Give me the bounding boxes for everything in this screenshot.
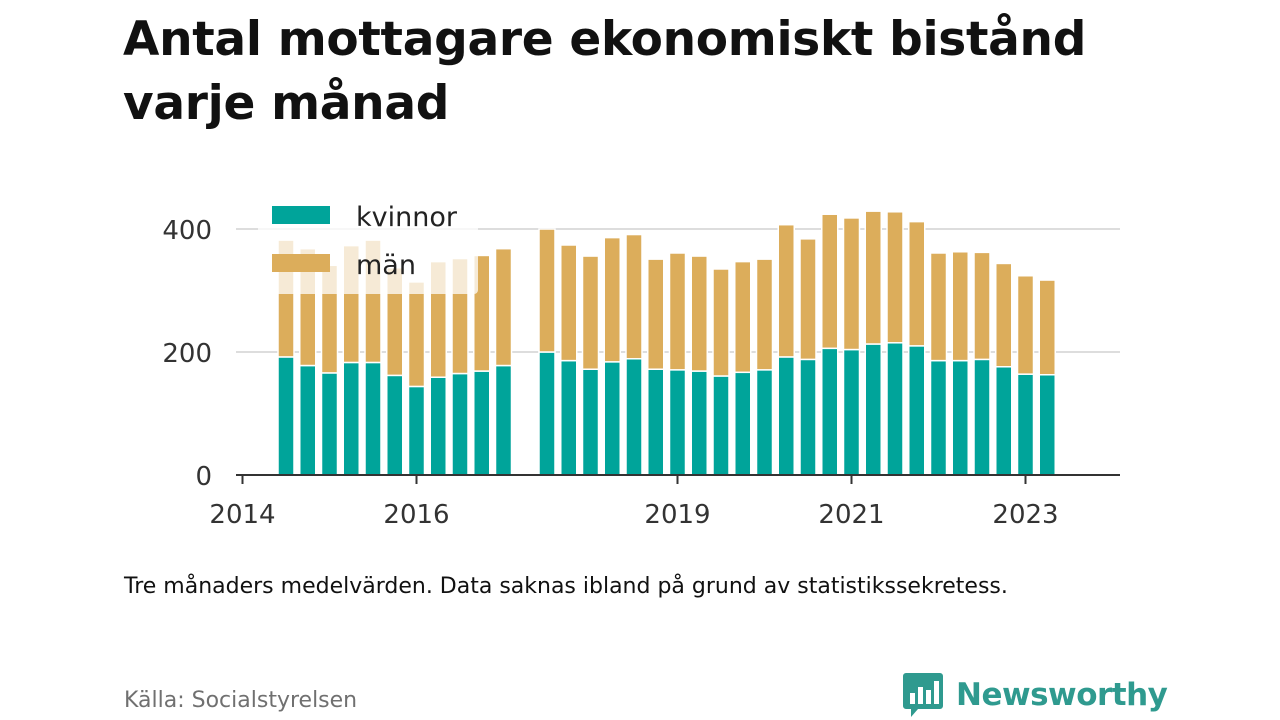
- bar-kvinnor: [429, 376, 447, 476]
- x-tick-label: 2014: [209, 500, 275, 530]
- bar-kvinnor: [821, 347, 839, 476]
- y-tick-label: 400: [162, 216, 212, 246]
- bar-kvinnor: [864, 343, 882, 476]
- bar-man: [647, 258, 665, 370]
- bar-kvinnor: [560, 359, 578, 476]
- y-tick-label: 0: [195, 462, 212, 492]
- bar-kvinnor: [494, 364, 513, 476]
- source-credit: Källa: Socialstyrelsen: [124, 688, 358, 713]
- legend-label-kvinnor: kvinnor: [356, 202, 458, 233]
- bar-man: [995, 262, 1013, 368]
- bar-man: [864, 210, 882, 345]
- bar-kvinnor: [734, 371, 752, 476]
- bar-kvinnor: [690, 370, 708, 476]
- brand-logo[interactable]: Newsworthy: [902, 670, 1168, 720]
- bar-man: [799, 238, 817, 361]
- x-tick-label: 2023: [992, 500, 1058, 530]
- newsworthy-icon: [903, 673, 943, 717]
- legend: kvinnor män: [258, 196, 478, 294]
- bar-man: [407, 281, 426, 388]
- bar-man: [712, 268, 730, 377]
- brand-name: Newsworthy: [956, 677, 1168, 713]
- bar-man: [603, 236, 621, 363]
- bar-kvinnor: [342, 361, 360, 476]
- bar-kvinnor: [1016, 373, 1035, 476]
- bar-man: [842, 217, 861, 351]
- legend-swatch-kvinnor: [272, 206, 330, 224]
- stacked-bar-chart: 0 200 400 2014 2016 2019 2021 2023 kvinnor män: [162, 196, 1120, 530]
- bar-kvinnor: [364, 361, 382, 476]
- chart-note: Tre månaders medelvärden. Data saknas ib…: [124, 574, 1008, 599]
- legend-label-man: män: [356, 250, 416, 281]
- bar-man: [538, 228, 556, 353]
- bar-kvinnor: [299, 364, 317, 476]
- bar-man: [625, 233, 643, 360]
- bar-man: [734, 260, 752, 374]
- bar-kvinnor: [277, 356, 295, 476]
- bar-kvinnor: [451, 372, 469, 476]
- bar-kvinnor: [647, 368, 665, 476]
- bar-kvinnor: [538, 351, 556, 476]
- bar-man: [560, 244, 578, 362]
- bar-kvinnor: [777, 356, 795, 476]
- x-tick-label: 2019: [644, 500, 710, 530]
- x-axis-ticks: 2014 2016 2019 2021 2023: [209, 475, 1059, 530]
- bar-man: [951, 251, 969, 362]
- bar-kvinnor: [755, 369, 774, 476]
- bar-kvinnor: [973, 358, 991, 476]
- bar-man: [929, 252, 948, 362]
- bar-kvinnor: [1038, 374, 1056, 476]
- bar-kvinnor: [995, 366, 1013, 476]
- legend-swatch-man: [272, 254, 330, 272]
- y-tick-label: 200: [162, 339, 212, 369]
- bar-man: [755, 258, 774, 371]
- bar-man: [1016, 274, 1035, 375]
- bar-kvinnor: [886, 342, 904, 476]
- bar-man: [690, 255, 708, 372]
- bar-kvinnor: [908, 345, 926, 476]
- bar-man: [886, 211, 904, 344]
- bar-man: [581, 255, 600, 370]
- bar-man: [777, 223, 795, 358]
- bar-man: [1038, 279, 1056, 376]
- bar-man: [821, 213, 839, 350]
- x-tick-label: 2016: [383, 500, 449, 530]
- bar-kvinnor: [842, 348, 861, 476]
- x-tick-label: 2021: [818, 500, 884, 530]
- bar-kvinnor: [407, 385, 426, 476]
- bar-kvinnor: [951, 359, 969, 476]
- chart-title: Antal mottagare ekonomiskt bistånd varje…: [123, 12, 1087, 131]
- bar-kvinnor: [603, 361, 621, 476]
- bar-kvinnor: [473, 370, 491, 476]
- bar-kvinnor: [320, 372, 339, 476]
- y-axis-ticks: 0 200 400: [162, 216, 212, 492]
- bar-kvinnor: [929, 359, 948, 476]
- bar-kvinnor: [581, 368, 600, 476]
- bar-kvinnor: [712, 375, 730, 476]
- bar-kvinnor: [799, 358, 817, 476]
- bar-kvinnor: [668, 369, 687, 476]
- bar-man: [908, 220, 926, 347]
- bar-kvinnor: [625, 358, 643, 476]
- bar-man: [668, 252, 687, 371]
- bar-man: [973, 251, 991, 361]
- bar-man: [494, 247, 513, 367]
- bar-kvinnor: [386, 374, 404, 476]
- bars: [277, 210, 1056, 476]
